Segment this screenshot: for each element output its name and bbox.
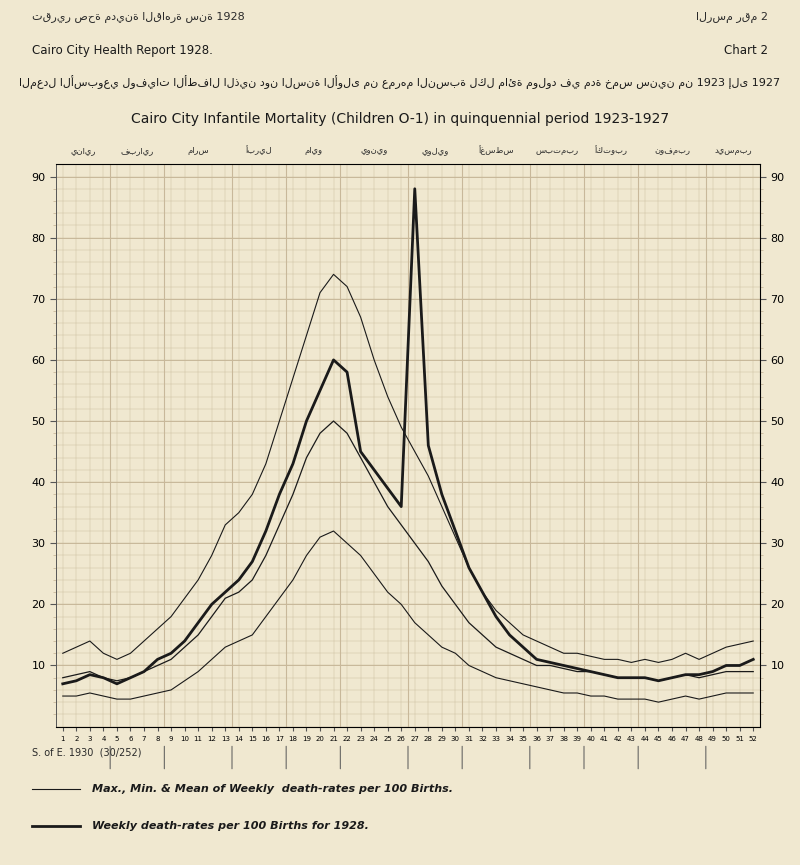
Text: الرسم رقم 2: الرسم رقم 2 [696,12,768,23]
Text: أغسطس: أغسطس [478,145,514,155]
Text: يناير: يناير [70,146,96,155]
Text: Chart 2: Chart 2 [724,43,768,56]
Text: فبراير: فبراير [121,146,154,155]
Text: Max., Min. & Mean of Weekly  death-rates per 100 Births.: Max., Min. & Mean of Weekly death-rates … [92,784,453,794]
Text: سبتمبر: سبتمبر [535,146,578,155]
Text: يونيو: يونيو [361,146,388,155]
Text: S. of E. 1930  (30/252): S. of E. 1930 (30/252) [32,747,142,758]
Text: Cairo City Health Report 1928.: Cairo City Health Report 1928. [32,43,213,56]
Text: أكتوبر: أكتوبر [594,145,627,155]
Text: مايو: مايو [304,146,322,155]
Text: Cairo City Infantile Mortality (Children O-1) in quinquennial period 1923-1927: Cairo City Infantile Mortality (Children… [131,112,669,126]
Text: أبريل: أبريل [246,145,273,155]
Text: نوفمبر: نوفمبر [654,146,690,155]
Text: Weekly death-rates per 100 Births for 1928.: Weekly death-rates per 100 Births for 19… [92,821,369,831]
Text: مارس: مارس [187,146,209,155]
Text: تقرير صحة مدينة القاهرة سنة 1928: تقرير صحة مدينة القاهرة سنة 1928 [32,12,245,23]
Text: ديسمبر: ديسمبر [714,146,752,155]
Text: المعدل الأسبوعي لوفيات الأطفال الذين دون السنة الأولى من عمرهم النسبة لكل مائة م: المعدل الأسبوعي لوفيات الأطفال الذين دون… [19,74,781,89]
Text: يوليو: يوليو [422,146,449,155]
